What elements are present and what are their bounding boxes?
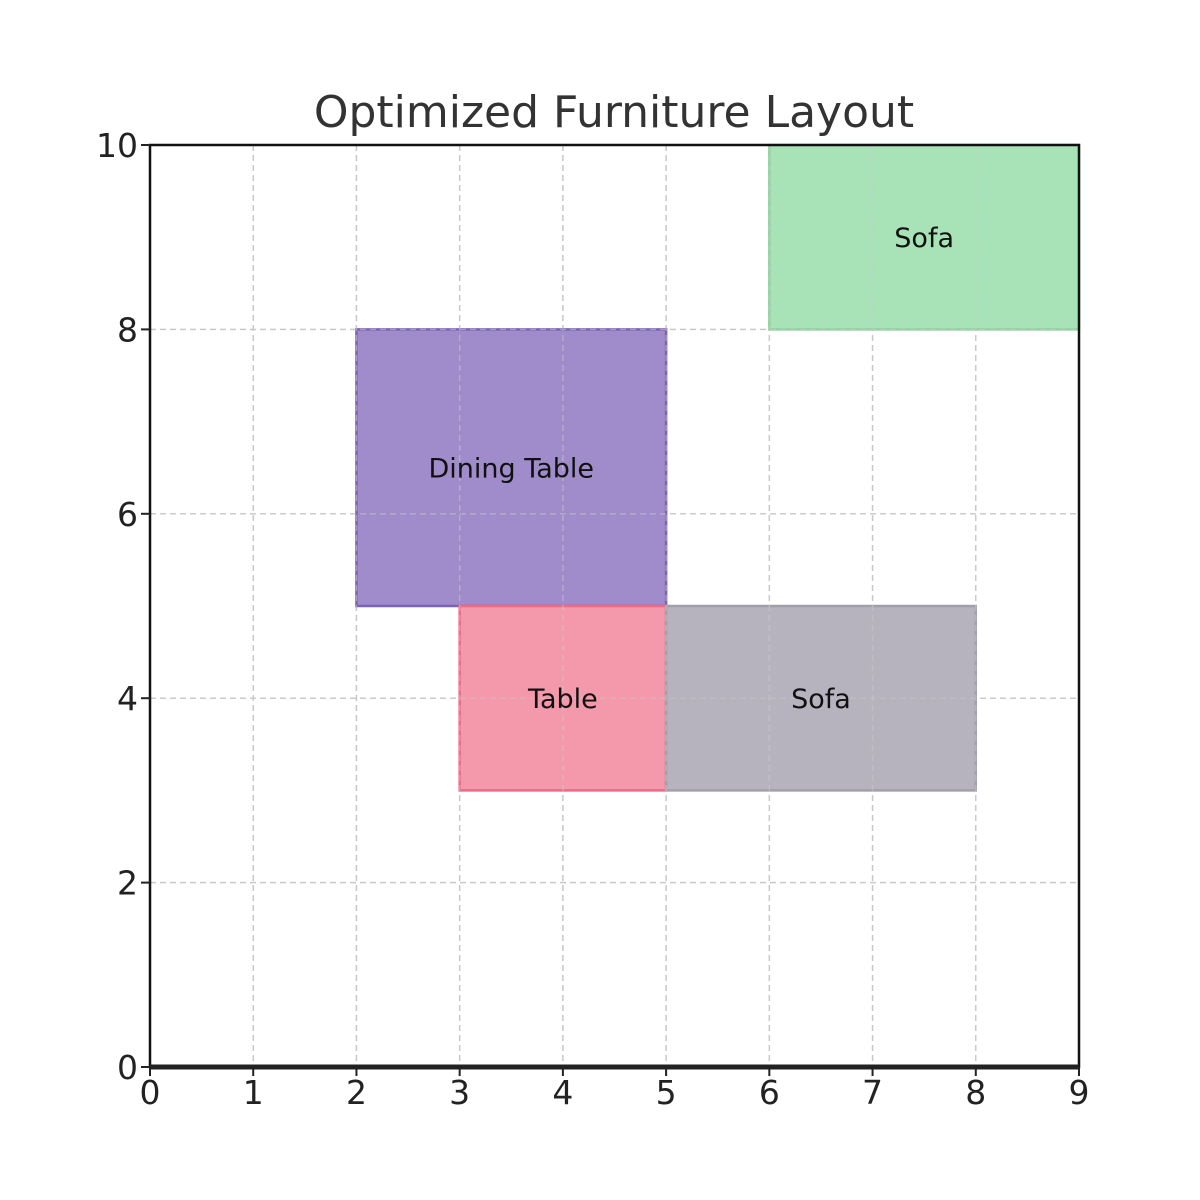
y-tick-label: 2 <box>117 864 138 903</box>
furniture-label-table: Table <box>527 684 598 715</box>
x-tick-label: 9 <box>1069 1073 1090 1112</box>
furniture-rect-sofa <box>768 143 1081 331</box>
x-tick-label: 1 <box>243 1073 264 1112</box>
furniture-layer: Sofa Dining Table Table Sofa <box>149 143 1081 1068</box>
x-tick-label: 3 <box>449 1073 470 1112</box>
x-tick-label: 4 <box>552 1073 573 1112</box>
x-tick-label: 6 <box>759 1073 780 1112</box>
furniture-label-sofa: Sofa <box>894 223 954 254</box>
y-tick-label: 0 <box>117 1048 138 1087</box>
furniture-rect-dining-table <box>355 328 668 608</box>
x-tick-label: 2 <box>346 1073 367 1112</box>
y-tick-label: 10 <box>96 126 138 165</box>
y-tick-label: 6 <box>117 495 138 534</box>
x-tick-label: 8 <box>965 1073 986 1112</box>
y-tick-label: 4 <box>117 679 138 718</box>
y-tick-label: 8 <box>117 310 138 349</box>
chart-title: Optimized Furniture Layout <box>314 87 914 138</box>
furniture-label-sofa: Sofa <box>791 684 851 715</box>
x-tick-label: 7 <box>862 1073 883 1112</box>
x-tick-label: 0 <box>140 1073 161 1112</box>
furniture-label-dining-table: Dining Table <box>428 454 594 485</box>
x-tick-label: 5 <box>656 1073 677 1112</box>
axis-layer: 0 1 2 3 4 5 6 7 8 9 0 2 4 6 8 10 <box>96 126 1090 1112</box>
